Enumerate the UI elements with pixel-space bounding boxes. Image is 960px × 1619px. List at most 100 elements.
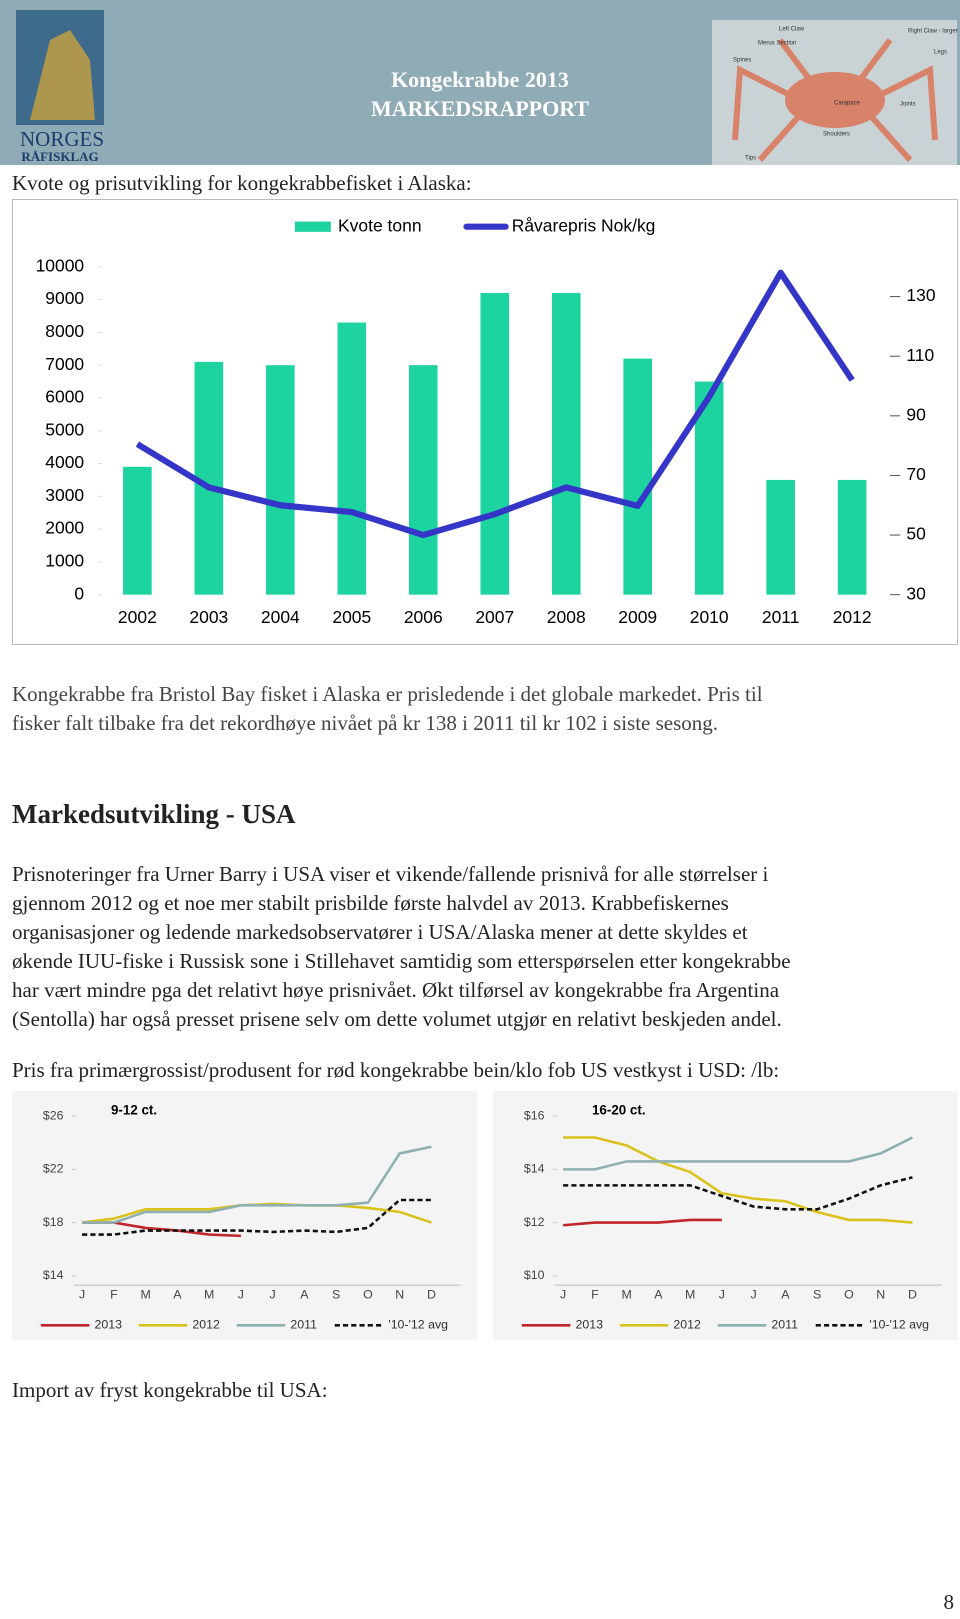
line <box>563 1176 913 1211</box>
bar <box>837 479 867 595</box>
paragraph-line: Kongekrabbe fra Bristol Bay fisket i Ala… <box>12 682 763 706</box>
y2-tick-label: 130 <box>906 285 935 305</box>
bar <box>623 358 653 595</box>
header-art: NORGES RÅFISKLAG Kongekrabbe 2013 MARKED… <box>16 10 958 165</box>
chart: 0 1000 2000 3000 4000 5000 6000 7000 8000 9000 100… <box>12 199 958 645</box>
legend-label: 2012 <box>192 1318 220 1332</box>
legend-label: 2013 <box>94 1318 122 1332</box>
x-tick-label: A <box>173 1288 182 1302</box>
caption: Pris fra primærgrossist/produsent for rø… <box>12 1058 780 1082</box>
legend-label: '10-'12 avg <box>869 1318 929 1332</box>
line <box>563 1136 913 1224</box>
legend-label: Råvarepris Nok/kg <box>512 215 656 235</box>
crab-label: Carapace <box>834 101 861 107</box>
x-tick-label: A <box>654 1288 663 1302</box>
x-tick-label: A <box>781 1288 790 1302</box>
x-tick-label: 2012 <box>833 607 872 627</box>
y-tick-label: $14 <box>524 1162 545 1176</box>
logo-text: NORGES <box>20 127 104 151</box>
x-tick-label: F <box>110 1288 118 1302</box>
x-tick-label: 2004 <box>261 607 300 627</box>
crab-label: Shoulders <box>823 132 850 138</box>
paragraph-line: Prisnoteringer fra Urner Barry i USA vis… <box>12 862 769 886</box>
chart-title: 16-20 ct. <box>592 1102 646 1117</box>
bar <box>551 293 581 595</box>
paragraph-line: har vært mindre pga det relativt høye pr… <box>12 978 780 1002</box>
x-tick-label: J <box>79 1288 85 1302</box>
paragraph-line: (Sentolla) har også presset prisene selv… <box>12 1007 782 1031</box>
y2-tick-label: 30 <box>906 583 926 603</box>
bar <box>694 381 724 595</box>
header-subtitle: MARKEDSRAPPORT <box>371 96 589 121</box>
paragraph-line: gjennom 2012 og et noe mer stabilt prisb… <box>12 891 729 915</box>
y-tick-label: 6000 <box>45 387 84 407</box>
chart-title: 9-12 ct. <box>111 1102 157 1117</box>
crab-label: Merus Section <box>758 41 796 47</box>
x-tick-label: J <box>238 1288 244 1302</box>
legend-label: 2011 <box>771 1318 798 1332</box>
crab-label: Joints <box>900 102 916 108</box>
paragraph: Kongekrabbe fra Bristol Bay fisket i Ala… <box>12 680 763 738</box>
x-tick-label: 2011 <box>762 607 800 627</box>
y-tick-label: 8000 <box>45 321 84 341</box>
y-tick-label: 9000 <box>45 288 84 308</box>
y-tick-label: 10000 <box>36 255 85 275</box>
y-tick-label: 3000 <box>45 485 84 505</box>
x-tick-label: M <box>140 1288 150 1302</box>
x-tick-label: 2005 <box>332 607 371 627</box>
bar <box>266 365 295 595</box>
legend-label: '10-'12 avg <box>388 1318 448 1332</box>
y-tick-label: 2000 <box>45 518 84 538</box>
x-tick-label: J <box>751 1288 757 1302</box>
line <box>82 1221 241 1238</box>
x-tick-label: D <box>908 1288 917 1302</box>
line <box>82 1145 432 1224</box>
logo-figure <box>30 30 95 120</box>
caption: Import av fryst kongekrabbe til USA: <box>12 1378 328 1402</box>
crab-body <box>785 72 885 128</box>
legend-swatch <box>294 221 331 232</box>
legend-label: Kvote tonn <box>338 215 422 235</box>
x-tick-label: O <box>844 1288 854 1302</box>
x-tick-label: N <box>395 1288 404 1302</box>
y-tick-label: 1000 <box>45 550 84 570</box>
bar <box>337 322 367 595</box>
y-tick-label: $10 <box>524 1268 545 1282</box>
bar <box>766 479 795 595</box>
paragraph-line: økende IUU-fiske i Russisk sone i Stille… <box>12 949 791 973</box>
y-tick-label: 0 <box>74 583 84 603</box>
crab-label: Tips <box>745 156 756 162</box>
x-tick-label: 2006 <box>404 607 443 627</box>
x-tick-label: A <box>300 1288 309 1302</box>
x-tick-label: 2002 <box>118 607 157 627</box>
y-tick-label: 7000 <box>45 354 84 374</box>
x-tick-label: M <box>204 1288 214 1302</box>
y2-tick-label: 110 <box>906 345 934 365</box>
x-tick-label: F <box>591 1288 599 1302</box>
y-tick-label: $26 <box>43 1108 64 1122</box>
y2-tick-label: 50 <box>906 524 926 544</box>
y-tick-label: $12 <box>524 1215 545 1229</box>
legend-label: 2011 <box>290 1318 317 1332</box>
y-tick-label: $22 <box>43 1162 64 1176</box>
x-tick-label: 2007 <box>475 607 514 627</box>
paragraph-line: fisker falt tilbake fra det rekordhøye n… <box>12 711 719 735</box>
y-tick-label: 5000 <box>45 419 84 439</box>
x-tick-label: 2010 <box>690 607 729 627</box>
header-title: Kongekrabbe 2013 <box>391 67 569 92</box>
crab-label: Spines <box>733 58 751 64</box>
y-tick-label: 4000 <box>45 452 84 472</box>
x-tick-label: N <box>876 1288 885 1302</box>
crab-legs <box>732 38 938 162</box>
bar <box>480 293 510 595</box>
line <box>563 1218 722 1227</box>
x-tick-label: J <box>560 1288 566 1302</box>
y2-tick-label: 90 <box>906 404 926 424</box>
crab-label: Right Claw - larger <box>908 29 958 35</box>
y-tick-label: $16 <box>524 1108 545 1122</box>
x-tick-label: O <box>363 1288 373 1302</box>
line <box>563 1136 914 1171</box>
x-tick-label: S <box>813 1288 821 1302</box>
chart: 9-12 ct. $14 $18 $22 $26 J F M A M J J A S O N D 2013 2012… <box>12 1091 477 1340</box>
